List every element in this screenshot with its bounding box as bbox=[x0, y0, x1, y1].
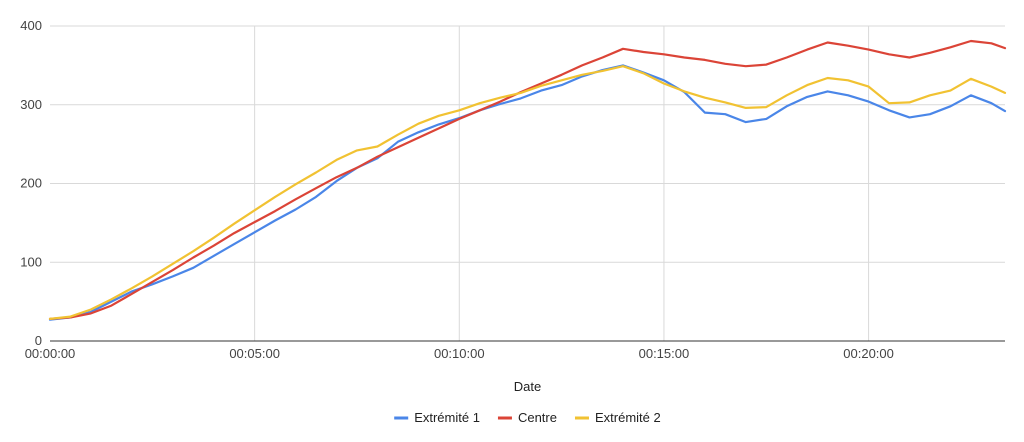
x-tick-label: 00:05:00 bbox=[229, 346, 280, 361]
y-tick-label: 400 bbox=[20, 18, 42, 33]
grid-lines bbox=[50, 25, 1005, 341]
x-tick-label: 00:10:00 bbox=[434, 346, 485, 361]
x-tick-label: 00:15:00 bbox=[639, 346, 690, 361]
y-tick-label: 0 bbox=[35, 333, 42, 348]
y-tick-label: 300 bbox=[20, 97, 42, 112]
series-line-3 bbox=[48, 65, 1007, 320]
y-tick-label: 100 bbox=[20, 254, 42, 269]
series-lines bbox=[48, 39, 1007, 321]
x-axis-title: Date bbox=[514, 379, 541, 394]
legend-item: Extrémité 2 bbox=[574, 410, 661, 425]
y-tick-label: 200 bbox=[20, 176, 42, 191]
x-axis-ticks: 00:00:00 00:05:00 00:10:00 00:15:00 00:20:00 bbox=[25, 346, 894, 361]
legend-label: Centre bbox=[518, 410, 557, 425]
legend-label: Extrémité 2 bbox=[595, 410, 661, 425]
series-line-1 bbox=[48, 64, 1007, 321]
x-tick-label: 00:00:00 bbox=[25, 346, 76, 361]
x-tick-label: 00:20:00 bbox=[843, 346, 894, 361]
legend-label: Extrémité 1 bbox=[414, 410, 480, 425]
legend-item: Centre bbox=[497, 410, 557, 425]
legend-item: Extrémité 1 bbox=[394, 410, 480, 425]
y-axis-ticks: 0 100 200 300 400 bbox=[20, 18, 42, 348]
series-line-2 bbox=[48, 39, 1007, 320]
legend: Extrémité 1 Centre Extrémité 2 bbox=[394, 410, 661, 425]
